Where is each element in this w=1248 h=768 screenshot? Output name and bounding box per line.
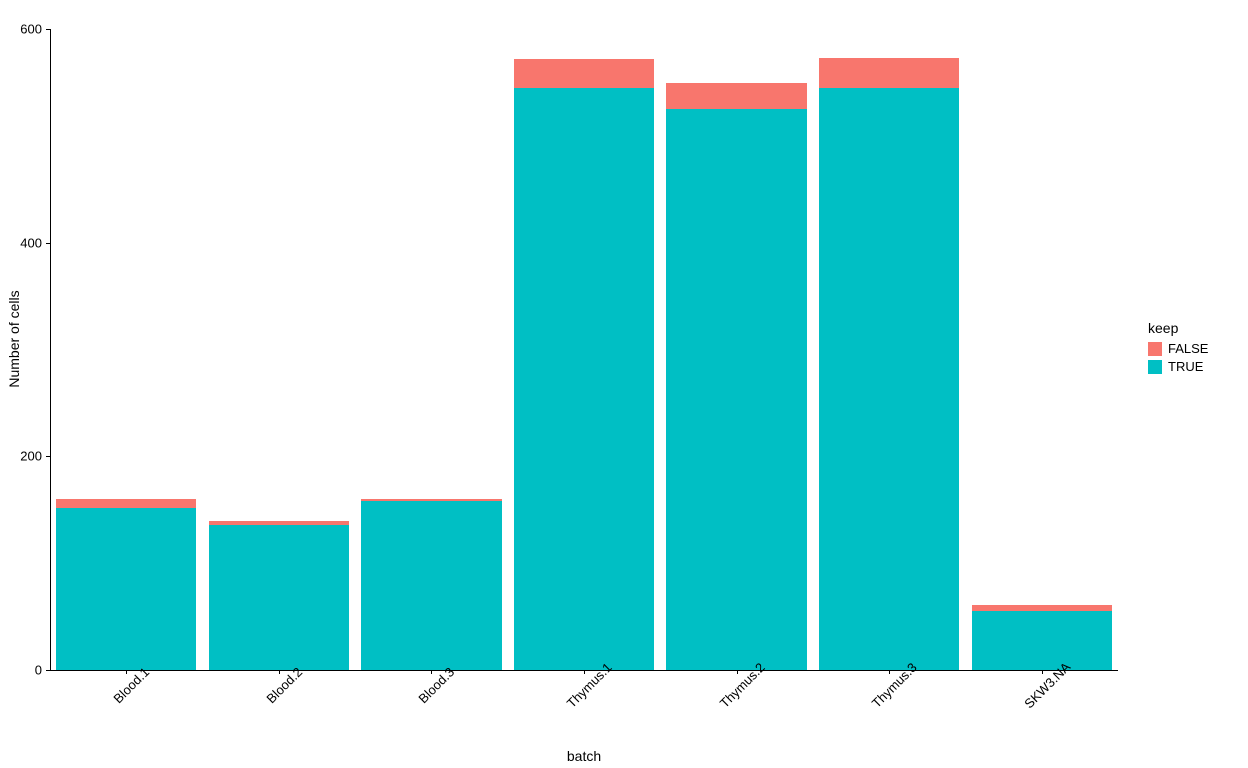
- x-tick-mark: [431, 670, 432, 674]
- legend-label: FALSE: [1168, 340, 1208, 358]
- bar-segment-TRUE: [514, 88, 654, 670]
- x-tick-mark: [126, 670, 127, 674]
- bar-segment-FALSE: [56, 499, 196, 508]
- bar-Blood.2: [209, 521, 349, 670]
- x-tick-mark: [737, 670, 738, 674]
- bar-segment-TRUE: [819, 88, 959, 670]
- legend-item-TRUE: TRUE: [1148, 358, 1208, 376]
- bar-segment-TRUE: [666, 109, 806, 670]
- y-tick-label: 0: [35, 663, 50, 678]
- bar-segment-FALSE: [819, 58, 959, 88]
- bar-segment-TRUE: [972, 611, 1112, 670]
- y-axis-line: [50, 29, 51, 670]
- legend-label: TRUE: [1168, 358, 1203, 376]
- x-tick-mark: [584, 670, 585, 674]
- bar-Blood.3: [361, 499, 501, 670]
- legend: keep FALSETRUE: [1148, 320, 1208, 376]
- plot-area: 0200400600Blood.1Blood.2Blood.3Thymus.1T…: [50, 8, 1118, 670]
- y-tick-label: 200: [20, 449, 50, 464]
- x-tick-mark: [279, 670, 280, 674]
- bar-segment-TRUE: [361, 501, 501, 670]
- bar-Thymus.1: [514, 59, 654, 670]
- legend-item-FALSE: FALSE: [1148, 340, 1208, 358]
- x-tick-mark: [1042, 670, 1043, 674]
- y-tick-label: 600: [20, 22, 50, 37]
- bar-Blood.1: [56, 499, 196, 670]
- y-tick-label: 400: [20, 235, 50, 250]
- x-axis-title: batch: [567, 748, 601, 764]
- bar-Thymus.2: [666, 83, 806, 670]
- bar-Thymus.3: [819, 58, 959, 670]
- legend-swatch-TRUE: [1148, 360, 1162, 374]
- x-tick-mark: [889, 670, 890, 674]
- bar-SKW3.NA: [972, 605, 1112, 670]
- legend-swatch-FALSE: [1148, 342, 1162, 356]
- bar-segment-FALSE: [514, 59, 654, 88]
- bar-segment-TRUE: [209, 525, 349, 670]
- bar-segment-FALSE: [666, 83, 806, 110]
- figure: 0200400600Blood.1Blood.2Blood.3Thymus.1T…: [0, 0, 1248, 768]
- y-axis-title: Number of cells: [6, 290, 22, 387]
- legend-title: keep: [1148, 320, 1208, 336]
- bar-segment-TRUE: [56, 508, 196, 670]
